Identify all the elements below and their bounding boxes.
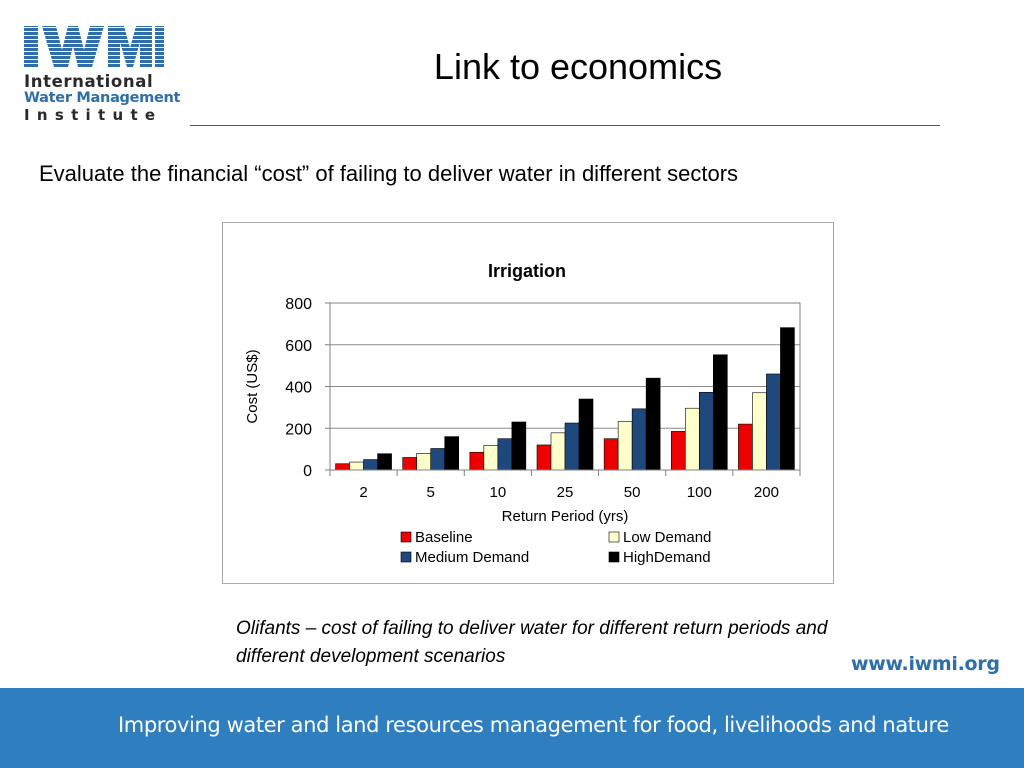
bar-medium-demand [497, 438, 513, 471]
logo-text-water-management: Water Management [24, 90, 181, 106]
chart-title: Irrigation [488, 261, 566, 281]
legend-label-medium-demand: Medium Demand [415, 549, 529, 566]
bar-baseline [670, 431, 686, 471]
slide-subtitle: Evaluate the financial “cost” of failing… [39, 161, 739, 186]
legend-swatch-medium-demand [400, 551, 412, 563]
title-divider [190, 125, 940, 126]
slide-title: Link to economics [433, 46, 723, 87]
bar-medium-demand [363, 459, 378, 471]
iwmi-logo-mark [24, 26, 164, 67]
footer-tagline: Improving water and land resources manag… [118, 713, 949, 737]
x-tick-label: 5 [427, 484, 435, 501]
bar-baseline [335, 463, 350, 471]
bar-baseline [402, 457, 418, 471]
bar-low-demand [752, 392, 767, 471]
y-axis-label: Cost (US$) [244, 349, 261, 423]
bar-low-demand [483, 445, 499, 471]
x-axis-label: Return Period (yrs) [502, 508, 629, 525]
footer-bar [0, 688, 1024, 768]
y-tick-label: 600 [285, 338, 312, 355]
website-link[interactable]: www.iwmi.org [851, 653, 1000, 675]
bar-highdemand [444, 436, 460, 471]
y-tick-label: 0 [303, 463, 312, 480]
bar-medium-demand [430, 448, 446, 471]
legend-swatch-baseline [400, 531, 412, 543]
bar-baseline [738, 423, 753, 471]
iwmi-logo: International Water Management Institute [22, 24, 180, 124]
y-tick-label: 800 [285, 296, 312, 313]
bar-medium-demand [766, 373, 781, 471]
y-tick-label: 400 [285, 380, 312, 397]
logo-text-institute: Institute [24, 106, 163, 124]
plot-area [329, 302, 801, 471]
x-tick-label: 100 [687, 484, 712, 501]
legend-swatch-low-demand [608, 531, 620, 543]
legend-label-low-demand: Low Demand [623, 529, 711, 546]
legend-label-baseline: Baseline [415, 529, 473, 546]
bar-baseline [603, 438, 619, 471]
bar-highdemand [578, 398, 594, 471]
bar-medium-demand [698, 392, 714, 471]
x-tick-label: 2 [359, 484, 367, 501]
bar-highdemand [780, 327, 795, 471]
x-tick-label: 10 [490, 484, 507, 501]
x-tick-label: 25 [557, 484, 574, 501]
bar-medium-demand [631, 408, 647, 471]
y-tick-label: 200 [285, 421, 312, 438]
bar-highdemand [645, 377, 661, 471]
bar-low-demand [416, 453, 432, 471]
chart-caption: Olifants – cost of failing to deliver wa… [236, 618, 828, 667]
bar-highdemand [377, 453, 392, 471]
bar-highdemand [712, 354, 728, 471]
chart-frame: Irrigation 0 200 400 600 800 Cost (US$) 2 5 10 25 5… [222, 222, 834, 584]
bar-low-demand [617, 421, 633, 471]
bar-low-demand [349, 461, 364, 471]
bar-baseline [469, 451, 485, 471]
logo-text-international: International [24, 72, 154, 91]
x-tick-label: 200 [754, 484, 779, 501]
bar-baseline [536, 444, 552, 471]
bar-low-demand [550, 432, 566, 471]
legend-swatch-highdemand [608, 551, 620, 563]
legend-label-highdemand: HighDemand [623, 549, 711, 566]
bar-highdemand [511, 421, 527, 471]
bar-medium-demand [564, 422, 580, 471]
x-tick-label: 50 [624, 484, 641, 501]
bar-low-demand [684, 407, 700, 471]
